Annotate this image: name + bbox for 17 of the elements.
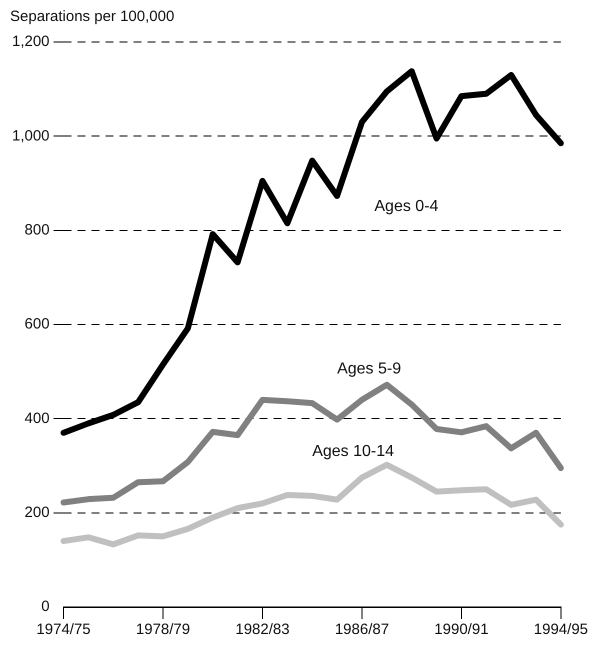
y-tick-label: 1,200 xyxy=(12,33,50,50)
x-tick-label: 1982/83 xyxy=(235,621,290,638)
y-tick-label: 400 xyxy=(24,410,50,427)
text: Ages 0-4 xyxy=(374,198,439,216)
y-tick-label: 0 xyxy=(41,598,50,616)
x-tick-label: 1978/79 xyxy=(136,621,190,638)
x-tick-label: 1994/95 xyxy=(534,621,588,638)
x-tick-label: 1990/91 xyxy=(434,621,489,638)
series-label: Ages 5-9 xyxy=(337,360,402,378)
y-tick-label: 1,000 xyxy=(12,127,50,144)
x-tick-label: 1986/87 xyxy=(334,621,390,638)
series-label: Ages 10-14 xyxy=(312,443,394,460)
y-axis-title: Separations per 100,000 xyxy=(10,8,176,25)
y-tick-label: 600 xyxy=(24,316,50,333)
x-tick-label: 1974/75 xyxy=(36,621,91,638)
y-tick-label: 200 xyxy=(24,504,50,521)
y-tick-label: 800 xyxy=(24,221,50,238)
